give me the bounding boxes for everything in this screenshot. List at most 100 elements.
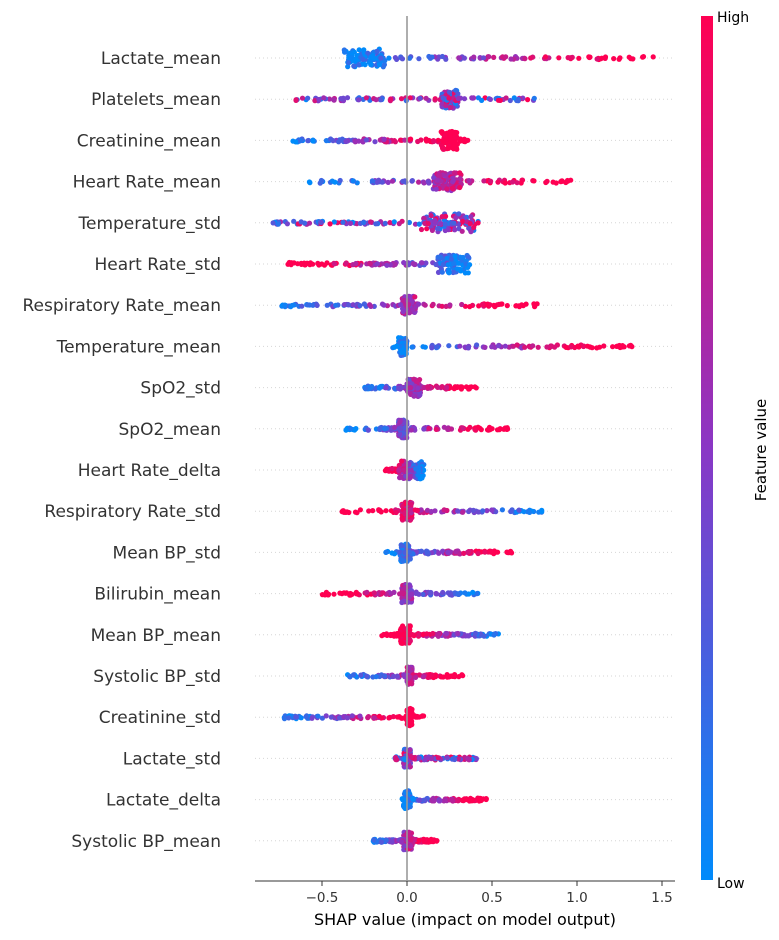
shap-point [349,713,355,719]
shap-point [386,55,392,61]
shap-point [466,549,472,555]
feature-label-bilirubin-mean: Bilirubin_mean [94,585,221,605]
shap-point [299,303,305,309]
shap-point [338,96,344,102]
shap-point [385,179,391,185]
shap-point [428,508,434,515]
shap-point [388,632,394,639]
shap-point [305,138,311,144]
shap-point [416,221,422,227]
shap-point [364,673,370,679]
shap-point [489,344,495,350]
shap-point [503,95,509,101]
shap-point [327,221,333,227]
shap-point [417,95,423,101]
shap-point [421,797,427,803]
shap-point [409,178,415,184]
shap-point [530,343,536,349]
shap-point [391,219,397,225]
shap-point [450,269,456,276]
shap-point [380,590,386,596]
shap-point [357,507,363,513]
shap-point [305,302,311,308]
shap-point [365,427,371,433]
shap-point [461,550,467,557]
shap-point [491,54,497,61]
shap-point [400,544,406,550]
shap-point [412,713,418,719]
shap-point [439,303,445,309]
shap-point [451,170,457,176]
shap-point [461,136,467,142]
shap-point [401,467,407,473]
feature-label-spo2-mean: SpO2_mean [119,420,222,440]
shap-point [568,344,574,350]
shap-point [451,220,457,226]
shap-point [472,384,478,390]
shap-point [331,261,338,267]
feature-label-creatinine-mean: Creatinine_mean [77,131,221,151]
shap-point [446,89,453,95]
shap-point [295,261,301,267]
shap-point [328,714,334,720]
shap-point [288,304,294,310]
feature-label-respiratory-rate-mean: Respiratory Rate_mean [23,296,222,316]
shap-point [433,426,439,432]
shap-point [505,426,511,432]
shap-point [443,56,449,62]
shap-point [434,226,441,232]
shap-point [437,220,444,227]
x-tick-label: −0.5 [306,890,339,906]
shap-point [401,260,407,266]
shap-point [391,344,397,350]
feature-label-systolic-bp-std: Systolic BP_std [93,667,221,687]
shap-point [391,589,397,596]
shap-point [344,715,350,721]
shap-point [384,262,390,268]
shap-point [303,714,309,720]
shap-point [556,55,562,61]
shap-point [326,96,333,102]
shap-point [394,714,401,720]
shap-point [402,137,408,143]
shap-point [444,630,450,637]
shap-point [318,219,324,225]
shap-point [466,178,472,184]
shap-point [397,431,403,438]
shap-point [418,548,425,554]
shap-point [468,214,474,220]
shap-point [346,60,352,66]
shap-point [398,839,404,845]
shap-point [356,138,362,144]
shap-point [486,54,492,60]
shap-point [406,674,412,680]
shap-point [409,632,415,638]
shap-point [407,555,413,562]
shap-point [357,303,363,309]
shap-point [363,386,369,392]
shap-point [507,97,513,104]
shap-point [450,139,456,145]
feature-label-systolic-bp-mean: Systolic BP_mean [71,832,221,852]
shap-point [333,302,339,308]
shap-point [542,54,549,60]
shap-point [467,262,473,268]
shap-point [331,97,337,103]
shap-point [365,50,371,56]
shap-point [475,550,481,557]
shap-point [650,54,656,60]
shap-point [457,343,463,349]
shap-point [392,385,398,391]
shap-point [476,796,482,802]
shap-point [488,178,494,184]
shap-point [535,344,541,350]
shap-point [453,215,459,221]
shap-point [310,302,316,308]
shap-point [381,136,387,142]
shap-point [323,713,329,719]
feature-label-spo2-std: SpO2_std [140,379,221,399]
shap-point [431,138,437,144]
shap-point [353,589,359,595]
shap-point [474,591,480,597]
shap-point [447,592,453,598]
